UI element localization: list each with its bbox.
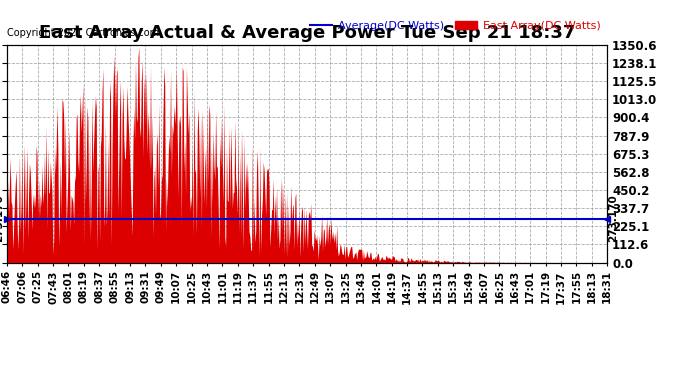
Text: 273.170: 273.170 <box>609 195 618 242</box>
Text: Copyright 2021 Cartronics.com: Copyright 2021 Cartronics.com <box>7 28 159 38</box>
Legend: Average(DC Watts), East Array(DC Watts): Average(DC Watts), East Array(DC Watts) <box>306 17 605 36</box>
Title: East Array Actual & Average Power Tue Sep 21 18:37: East Array Actual & Average Power Tue Se… <box>39 24 575 42</box>
Text: 273.170: 273.170 <box>0 195 4 242</box>
